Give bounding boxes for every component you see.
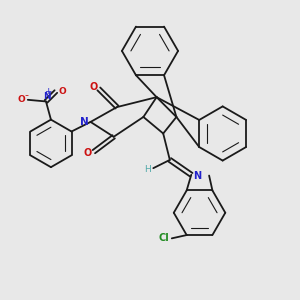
Text: O: O [58, 87, 66, 96]
Text: O: O [84, 148, 92, 158]
Text: O: O [89, 82, 97, 92]
Text: -: - [24, 91, 28, 100]
Text: H: H [144, 165, 151, 174]
Text: N: N [80, 117, 89, 127]
Text: Cl: Cl [158, 233, 169, 243]
Text: N: N [43, 92, 51, 101]
Text: +: + [44, 87, 52, 96]
Text: N: N [193, 171, 201, 182]
Text: O: O [17, 95, 25, 104]
